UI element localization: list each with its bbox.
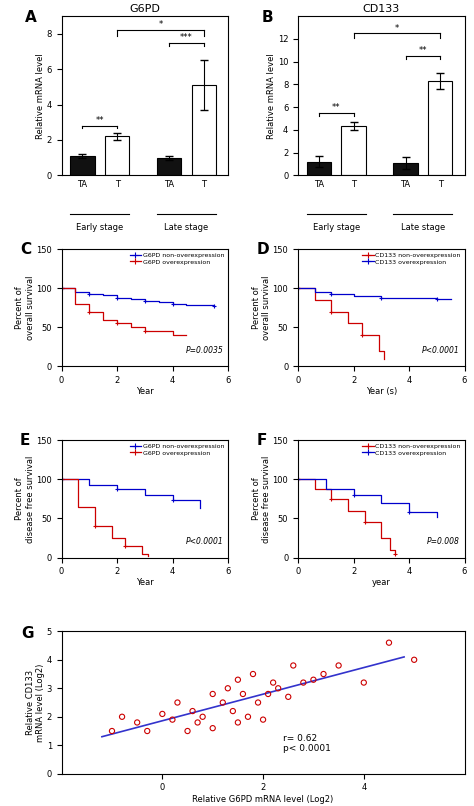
X-axis label: Relative G6PD mRNA level (Log2): Relative G6PD mRNA level (Log2) (192, 796, 334, 804)
Text: *: * (158, 20, 163, 29)
Point (244, 710, 252, 723)
X-axis label: Year: Year (136, 387, 154, 396)
Y-axis label: Percent of
disease free survival: Percent of disease free survival (252, 455, 271, 542)
Point (290, 659, 297, 672)
Text: G: G (21, 625, 34, 641)
X-axis label: year: year (372, 578, 391, 587)
Text: A: A (25, 10, 37, 25)
Text: E: E (20, 433, 30, 448)
Text: **: ** (419, 47, 427, 56)
Text: **: ** (332, 103, 340, 112)
Bar (307, 162, 331, 176)
Title: CD133: CD133 (363, 4, 400, 14)
Text: P<0.0001: P<0.0001 (422, 346, 459, 355)
Y-axis label: Percent of
overall survival: Percent of overall survival (252, 276, 271, 340)
Point (264, 688, 272, 700)
Point (118, 710, 126, 723)
Point (169, 713, 176, 726)
Bar (393, 163, 418, 176)
Point (133, 716, 141, 729)
Point (259, 713, 267, 726)
Bar (157, 158, 181, 176)
Text: **: ** (96, 116, 104, 125)
Text: P=0.008: P=0.008 (427, 537, 459, 546)
Text: B: B (261, 10, 273, 25)
Bar (428, 81, 452, 176)
Point (189, 704, 196, 717)
Point (209, 688, 217, 700)
X-axis label: Year (s): Year (s) (365, 387, 397, 396)
Point (229, 704, 237, 717)
Text: Early stage: Early stage (312, 223, 360, 232)
Point (199, 710, 206, 723)
Y-axis label: Percent of
overall survival: Percent of overall survival (15, 276, 35, 340)
Point (144, 725, 151, 737)
Bar (70, 156, 95, 176)
Point (184, 725, 191, 737)
Point (310, 673, 317, 686)
Point (284, 691, 292, 704)
Point (274, 682, 282, 695)
Point (158, 708, 166, 721)
X-axis label: Year: Year (136, 578, 154, 587)
Text: F: F (256, 433, 267, 448)
Point (300, 676, 307, 689)
Point (385, 636, 393, 649)
Legend: CD133 non-overexpression, CD133 overexpression: CD133 non-overexpression, CD133 overexpr… (362, 252, 461, 265)
Text: *: * (395, 23, 399, 32)
Point (234, 673, 242, 686)
Text: C: C (20, 242, 31, 257)
Point (224, 682, 232, 695)
Point (173, 696, 181, 709)
Legend: G6PD non-overexpression, G6PD overexpression: G6PD non-overexpression, G6PD overexpres… (129, 252, 225, 265)
Point (360, 676, 367, 689)
Text: Late stage: Late stage (401, 223, 445, 232)
Point (108, 725, 116, 737)
Text: ***: *** (180, 33, 193, 42)
Point (194, 716, 201, 729)
Point (239, 688, 246, 700)
Bar (105, 136, 129, 176)
Point (234, 716, 242, 729)
Point (410, 654, 418, 667)
Y-axis label: Percent of
disease free survival: Percent of disease free survival (15, 455, 35, 542)
Legend: G6PD non-overexpression, G6PD overexpression: G6PD non-overexpression, G6PD overexpres… (129, 443, 225, 456)
Bar (341, 127, 365, 176)
Legend: CD133 non-overexpression, CD133 overexpression: CD133 non-overexpression, CD133 overexpr… (362, 443, 461, 456)
Text: D: D (256, 242, 269, 257)
Point (335, 659, 342, 672)
Text: Early stage: Early stage (76, 223, 123, 232)
Text: P<0.0001: P<0.0001 (185, 537, 223, 546)
Text: P=0.0035: P=0.0035 (185, 346, 223, 355)
Y-axis label: Relative mRNA level: Relative mRNA level (267, 53, 276, 139)
Point (254, 696, 262, 709)
Text: r= 0.62
p< 0.0001: r= 0.62 p< 0.0001 (283, 734, 331, 754)
Point (209, 721, 217, 734)
Point (219, 696, 227, 709)
Point (269, 676, 277, 689)
Bar (191, 85, 216, 176)
Y-axis label: Relative mRNA level: Relative mRNA level (36, 53, 45, 139)
Text: Late stage: Late stage (164, 223, 209, 232)
Point (319, 667, 327, 680)
Y-axis label: Relative CD133
mRNA level (Log2): Relative CD133 mRNA level (Log2) (26, 663, 45, 742)
Point (249, 667, 257, 680)
Title: G6PD: G6PD (129, 4, 160, 14)
